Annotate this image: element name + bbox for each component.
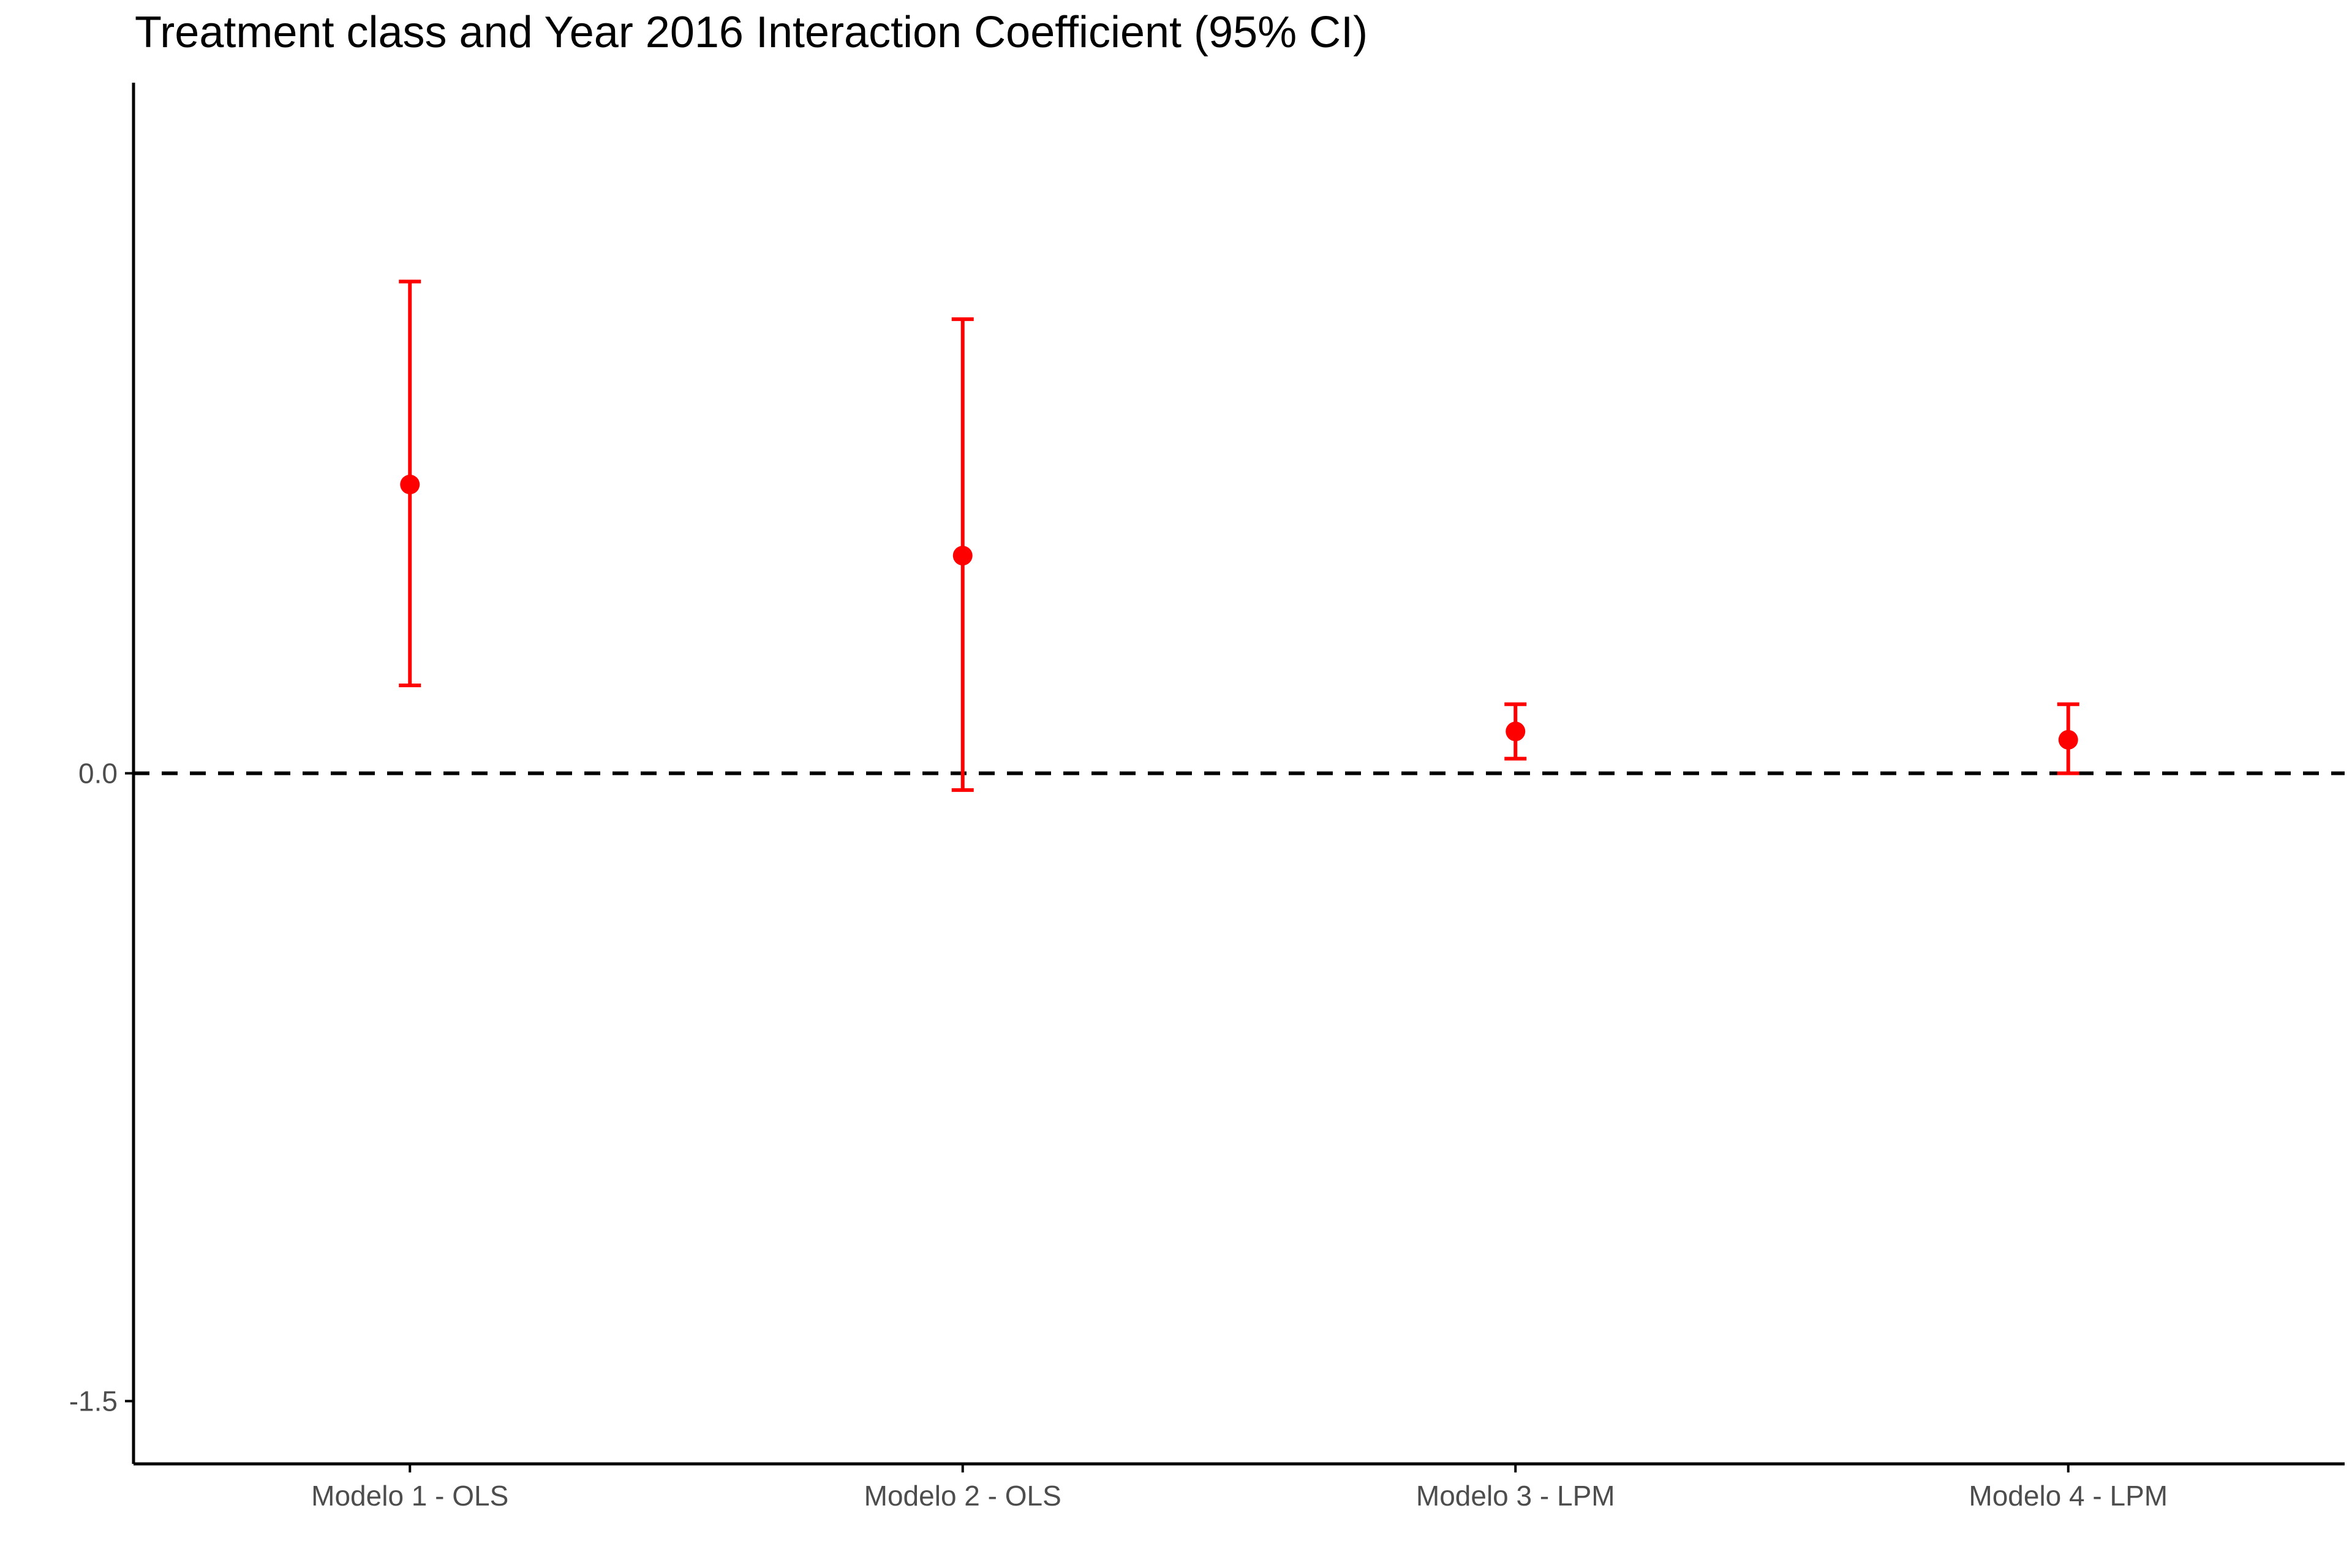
- estimate-points: [400, 475, 2078, 750]
- x-tick-label: Modelo 3 - LPM: [1416, 1480, 1615, 1512]
- estimate-point: [952, 546, 973, 566]
- x-tick-label: Modelo 1 - OLS: [311, 1480, 508, 1512]
- y-tick-label: -1.5: [69, 1385, 118, 1417]
- y-tick-label: 0.0: [78, 758, 118, 790]
- error-bars: [399, 279, 2079, 792]
- chart-title: Treatment class and Year 2016 Interactio…: [135, 8, 1368, 57]
- axes: [125, 83, 2345, 1472]
- estimate-point: [2058, 729, 2078, 750]
- tick-labels: -1.5 0.0 Modelo 1 - OLS Modelo 2 - OLS Model…: [69, 758, 2168, 1512]
- x-tick-label: Modelo 2 - OLS: [864, 1480, 1061, 1512]
- estimate-point: [1506, 722, 1526, 742]
- x-tick-label: Modelo 4 - LPM: [1969, 1480, 2168, 1512]
- estimate-point: [400, 475, 420, 494]
